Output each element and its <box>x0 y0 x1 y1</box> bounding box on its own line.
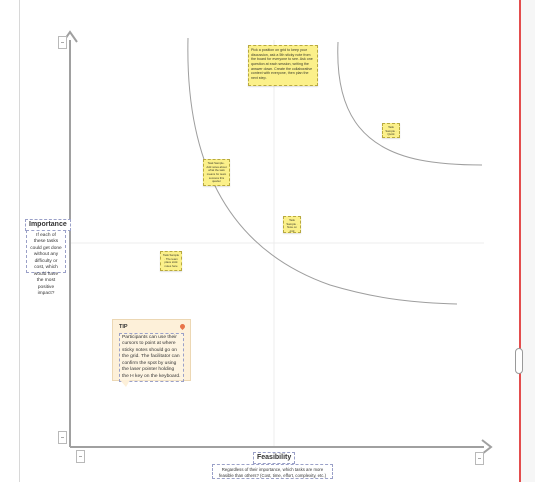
tip-card[interactable]: TIP Participants can use their cursors t… <box>112 319 191 387</box>
canvas-left-border <box>19 0 20 482</box>
corner-handle-icon[interactable] <box>58 431 67 444</box>
sticky-note[interactable]: Task Sample · Add notes about what the t… <box>203 159 230 186</box>
sticky-note[interactable]: Task Sample · The team place stick notes… <box>160 251 182 271</box>
tip-title: TIP <box>119 324 128 330</box>
x-axis-description[interactable]: Regardless of their importance, which ta… <box>212 464 333 479</box>
y-axis-description[interactable]: If each of these tasks could get done wi… <box>26 230 66 296</box>
sticky-note[interactable]: Task Sample · Note on grid <box>283 216 301 233</box>
x-axis-arrow <box>481 439 493 455</box>
frame-boundary-line <box>519 0 521 482</box>
instruction-sticky-note[interactable]: Pick a position on grid to keep your dis… <box>248 45 318 86</box>
lower-curve <box>187 37 458 305</box>
tip-body[interactable]: Participants can use their cursors to po… <box>119 333 184 383</box>
scroll-handle-icon[interactable] <box>515 348 523 374</box>
x-axis-title[interactable]: Feasibility <box>253 452 296 464</box>
corner-handle-icon[interactable] <box>76 450 85 463</box>
y-axis-title[interactable]: Importance <box>25 219 71 231</box>
upper-curve <box>337 41 483 166</box>
corner-handle-icon[interactable] <box>475 452 484 465</box>
sticky-note[interactable]: Task Sample · Quick win idea <box>382 123 400 138</box>
corner-handle-icon[interactable] <box>58 36 67 49</box>
side-panel-gutter <box>519 0 535 482</box>
